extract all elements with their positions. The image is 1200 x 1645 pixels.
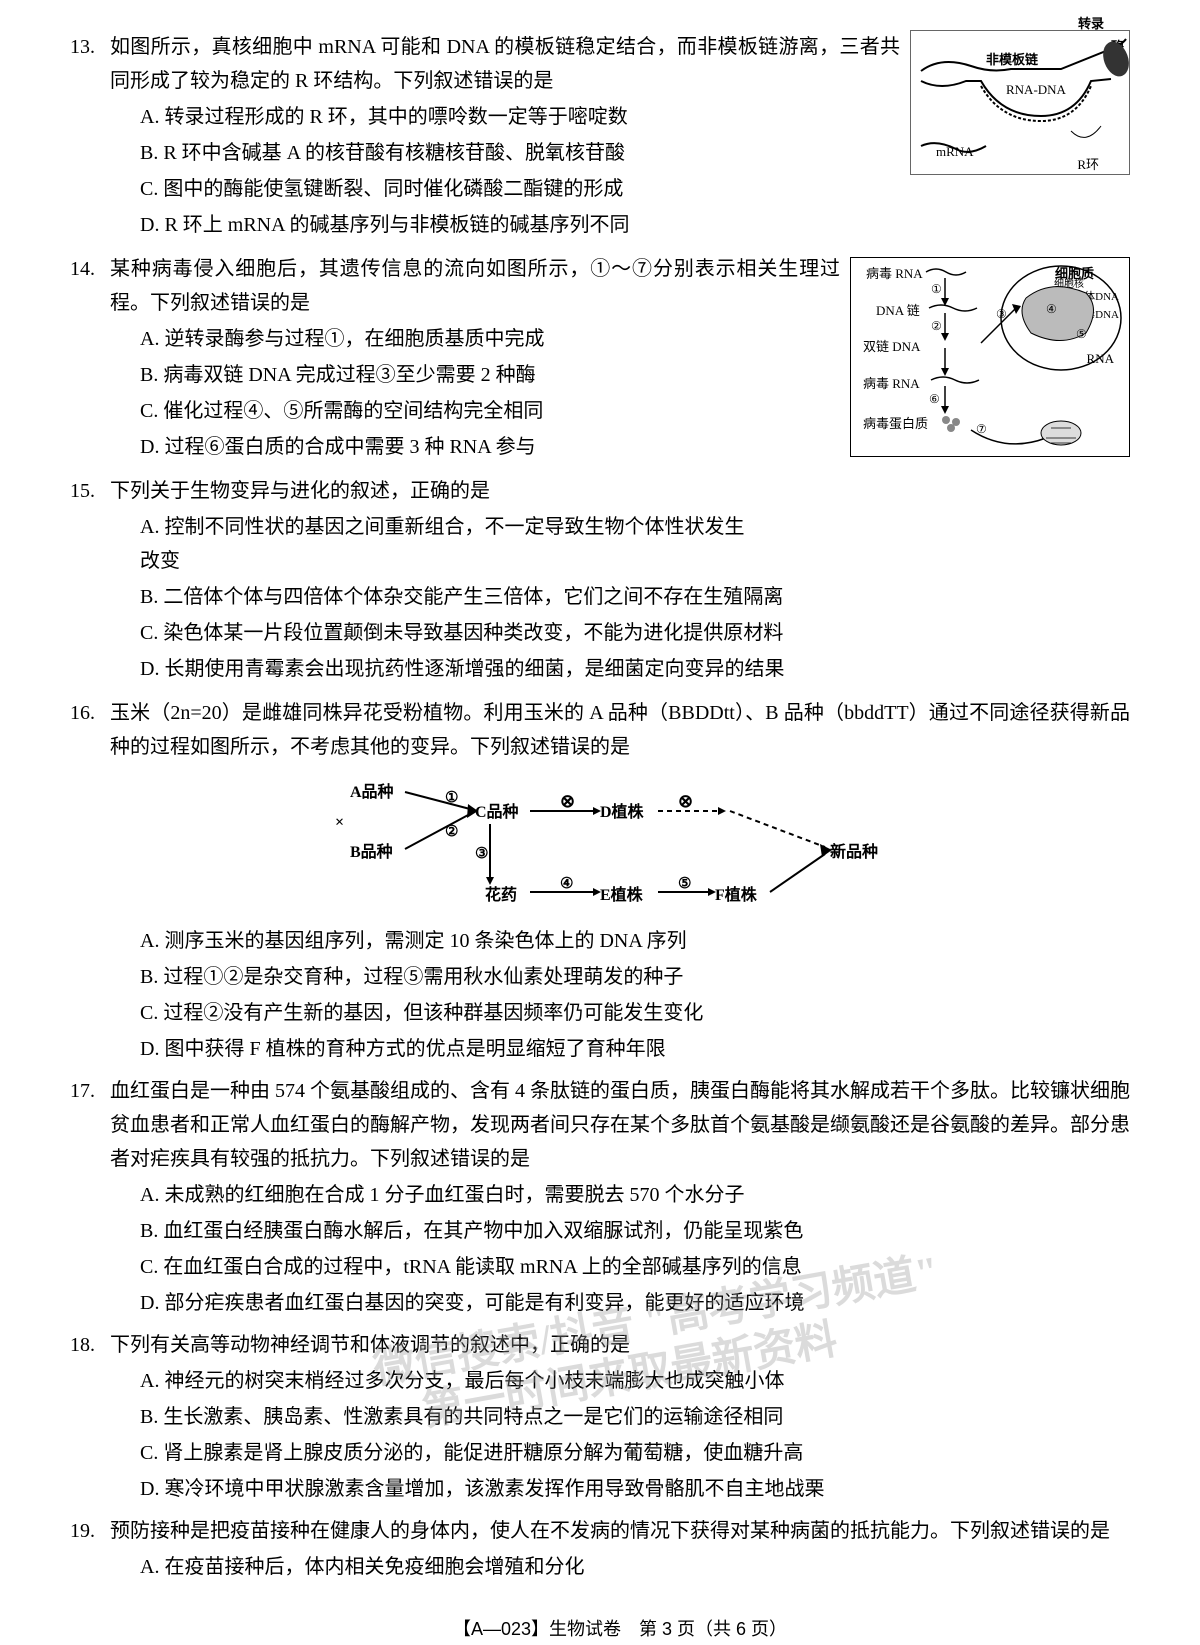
q17-options: A. 未成熟的红细胞在合成 1 分子血红蛋白时，需要脱去 570 个水分子 B.… bbox=[110, 1178, 1130, 1320]
question-19: 19. 预防接种是把疫苗接种在健康人的身体内，使人在不发病的情况下获得对某种病菌… bbox=[110, 1514, 1130, 1584]
diagram-16: A品种 × B品种 C品种 D植株 花药 E植株 F植株 新品种 ① ② ③ ④… bbox=[320, 774, 920, 914]
q17-stem: 血红蛋白是一种由 574 个氨基酸组成的、含有 4 条肽链的蛋白质，胰蛋白酶能将… bbox=[110, 1074, 1130, 1176]
q15-opt-b: B. 二倍体个体与四倍体个体杂交能产生三倍体，它们之间不存在生殖隔离 bbox=[140, 580, 1130, 614]
question-15: 15. 下列关于生物变异与进化的叙述，正确的是 A. 控制不同性状的基因之间重新… bbox=[110, 474, 1130, 688]
d14-svg: ① ② ③ ④ ⑤ ⑥ ⑦ bbox=[851, 258, 1131, 458]
question-18: 18. 下列有关高等动物神经调节和体液调节的叙述中，正确的是 A. 神经元的树突… bbox=[110, 1328, 1130, 1506]
q13-opt-d: D. R 环上 mRNA 的碱基序列与非模板链的碱基序列不同 bbox=[140, 208, 1130, 242]
q19-opt-a: A. 在疫苗接种后，体内相关免疫细胞会增殖和分化 bbox=[140, 1550, 1130, 1584]
q17-opt-a: A. 未成熟的红细胞在合成 1 分子血红蛋白时，需要脱去 570 个水分子 bbox=[140, 1178, 1130, 1212]
q16-options: A. 测序玉米的基因组序列，需测定 10 条染色体上的 DNA 序列 B. 过程… bbox=[110, 924, 1130, 1066]
q16-opt-d: D. 图中获得 F 植株的育种方式的优点是明显缩短了育种年限 bbox=[140, 1032, 1130, 1066]
question-13: 转录 酶 非模板链 RNA-DNA mRNA R环 13. 如图所示，真核细胞中… bbox=[110, 30, 1130, 244]
q14-num: 14. bbox=[70, 252, 95, 286]
question-16: 16. 玉米（2n=20）是雌雄同株异花受粉植物。利用玉米的 A 品种（BBDD… bbox=[110, 696, 1130, 1066]
q18-num: 18. bbox=[70, 1328, 95, 1362]
q15-opt-c: C. 染色体某一片段位置颠倒未导致基因种类改变，不能为进化提供原材料 bbox=[140, 616, 1130, 650]
q15-opt-d: D. 长期使用青霉素会出现抗药性逐渐增强的细菌，是细菌定向变异的结果 bbox=[140, 652, 1130, 686]
diagram-13: 转录 酶 非模板链 RNA-DNA mRNA R环 bbox=[910, 30, 1130, 175]
d13-svg bbox=[911, 31, 1131, 176]
q19-num: 19. bbox=[70, 1514, 95, 1548]
q16-opt-b: B. 过程①②是杂交育种，过程⑤需用秋水仙素处理萌发的种子 bbox=[140, 960, 1130, 994]
q19-options: A. 在疫苗接种后，体内相关免疫细胞会增殖和分化 bbox=[110, 1550, 1130, 1584]
q18-opt-d: D. 寒冷环境中甲状腺激素含量增加，该激素发挥作用导致骨骼肌不自主地战栗 bbox=[140, 1472, 1130, 1506]
q18-opt-a: A. 神经元的树突末梢经过多次分支，最后每个小枝末端膨大也成突触小体 bbox=[140, 1364, 1130, 1398]
q17-num: 17. bbox=[70, 1074, 95, 1108]
question-17: 17. 血红蛋白是一种由 574 个氨基酸组成的、含有 4 条肽链的蛋白质，胰蛋… bbox=[110, 1074, 1130, 1320]
q17-opt-d: D. 部分疟疾患者血红蛋白基因的突变，可能是有利变异，能更好的适应环境 bbox=[140, 1286, 1130, 1320]
q16-opt-a: A. 测序玉米的基因组序列，需测定 10 条染色体上的 DNA 序列 bbox=[140, 924, 1130, 958]
q13-opt-c: C. 图中的酶能使氢键断裂、同时催化磷酸二酯键的形成 bbox=[140, 172, 1130, 206]
q19-stem: 预防接种是把疫苗接种在健康人的身体内，使人在不发病的情况下获得对某种病菌的抵抗能… bbox=[110, 1514, 1130, 1548]
q17-opt-b: B. 血红蛋白经胰蛋白酶水解后，在其产物中加入双缩脲试剂，仍能呈现紫色 bbox=[140, 1214, 1130, 1248]
q18-stem: 下列有关高等动物神经调节和体液调节的叙述中，正确的是 bbox=[110, 1328, 1130, 1362]
diagram-14: 病毒 RNA 细胞质 DNA 链 染色体DNA 病毒DNA 双链 DNA RNA… bbox=[850, 257, 1130, 457]
svg-text:⑥: ⑥ bbox=[929, 392, 940, 406]
q13-num: 13. bbox=[70, 30, 95, 64]
q15-num: 15. bbox=[70, 474, 95, 508]
q16-num: 16. bbox=[70, 696, 95, 730]
q15-options: A. 控制不同性状的基因之间重新组合，不一定导致生物个体性状发生改变 B. 二倍… bbox=[110, 510, 1130, 686]
page-footer: 【A—023】生物试卷 第 3 页（共 6 页） bbox=[110, 1614, 1130, 1645]
svg-text:④: ④ bbox=[1046, 302, 1057, 316]
q16-opt-c: C. 过程②没有产生新的基因，但该种群基因频率仍可能发生变化 bbox=[140, 996, 1130, 1030]
q18-options: A. 神经元的树突末梢经过多次分支，最后每个小枝末端膨大也成突触小体 B. 生长… bbox=[110, 1364, 1130, 1506]
d16-svg bbox=[320, 774, 920, 914]
q18-opt-b: B. 生长激素、胰岛素、性激素具有的共同特点之一是它们的运输途径相同 bbox=[140, 1400, 1130, 1434]
q15-stem: 下列关于生物变异与进化的叙述，正确的是 bbox=[110, 474, 1130, 508]
question-14: 病毒 RNA 细胞质 DNA 链 染色体DNA 病毒DNA 双链 DNA RNA… bbox=[110, 252, 1130, 466]
q18-opt-c: C. 肾上腺素是肾上腺皮质分泌的，能促进肝糖原分解为葡萄糖，使血糖升高 bbox=[140, 1436, 1130, 1470]
q16-stem: 玉米（2n=20）是雌雄同株异花受粉植物。利用玉米的 A 品种（BBDDtt）、… bbox=[110, 696, 1130, 764]
q17-opt-c: C. 在血红蛋白合成的过程中，tRNA 能读取 mRNA 上的全部碱基序列的信息 bbox=[140, 1250, 1130, 1284]
svg-text:①: ① bbox=[931, 282, 942, 296]
svg-text:②: ② bbox=[931, 319, 942, 333]
svg-text:⑤: ⑤ bbox=[1076, 327, 1087, 341]
q15-opt-a: A. 控制不同性状的基因之间重新组合，不一定导致生物个体性状发生改变 bbox=[140, 510, 760, 578]
